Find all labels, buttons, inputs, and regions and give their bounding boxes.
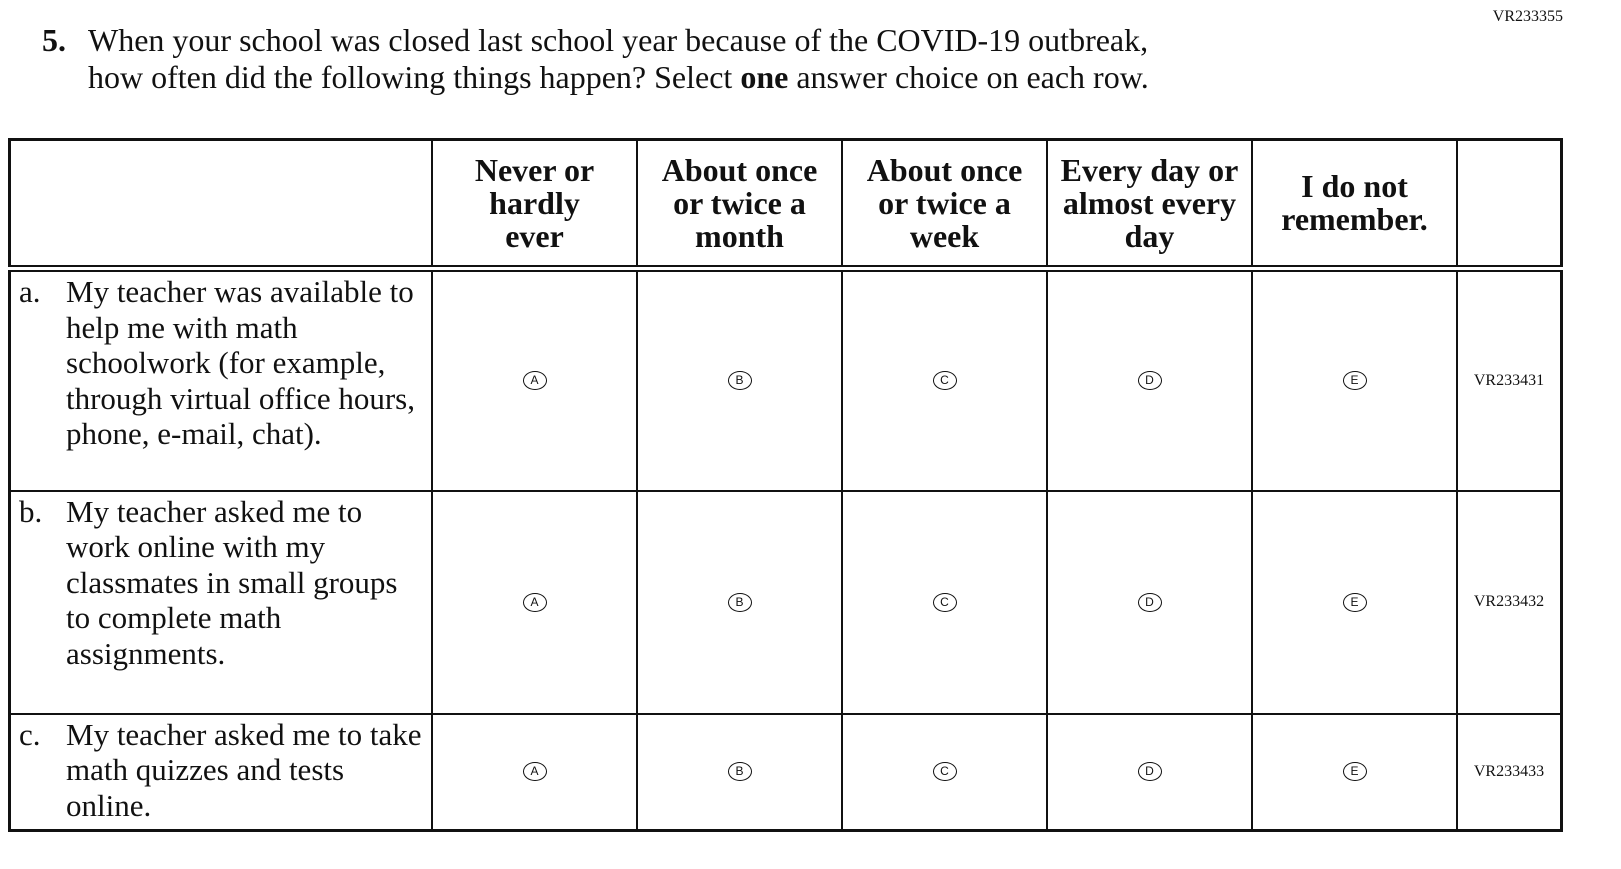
option-cell: C bbox=[841, 267, 1048, 492]
stem-wrap: b. My teacher asked me to work online wit… bbox=[19, 494, 427, 672]
answer-bubble[interactable]: D bbox=[1137, 371, 1162, 391]
answer-bubble[interactable]: C bbox=[932, 371, 957, 391]
answer-bubble[interactable]: C bbox=[932, 592, 957, 612]
item-code-cell: VR233433 bbox=[1456, 712, 1563, 832]
option-cell: B bbox=[636, 489, 843, 715]
question-text: answer choice on each row. bbox=[788, 59, 1149, 95]
answer-bubble[interactable]: B bbox=[727, 371, 752, 391]
answer-bubble[interactable]: E bbox=[1342, 371, 1367, 391]
form-code: VR233355 bbox=[1492, 8, 1563, 25]
stem-wrap: c. My teacher asked me to take math quizz… bbox=[19, 717, 427, 824]
question-emphasis: one bbox=[740, 59, 789, 95]
option-cell: A bbox=[431, 489, 638, 715]
column-header-text: About once or twice a week bbox=[866, 151, 1023, 254]
answer-bubble[interactable]: D bbox=[1137, 762, 1162, 782]
column-header-text: About once or twice a month bbox=[661, 151, 818, 254]
item-text: My teacher asked me to take math quizzes… bbox=[66, 716, 422, 823]
item-row: c. My teacher asked me to take math quizz… bbox=[8, 712, 1563, 832]
item-stem: c. My teacher asked me to take math quizz… bbox=[8, 712, 433, 832]
answer-bubble[interactable]: A bbox=[522, 592, 547, 612]
option-cell: D bbox=[1046, 489, 1253, 715]
question-text: how often did the following things happe… bbox=[88, 59, 741, 95]
option-cell: E bbox=[1251, 489, 1458, 715]
stem-wrap: a. My teacher was available to help me wi… bbox=[19, 274, 427, 452]
option-cell: A bbox=[431, 712, 638, 832]
item-code: VR233432 bbox=[1473, 593, 1545, 610]
item-code: VR233433 bbox=[1473, 762, 1545, 780]
question-line: 5. When your school was closed last schoo… bbox=[42, 22, 1149, 59]
answer-bubble[interactable]: A bbox=[522, 762, 547, 782]
option-cell: D bbox=[1046, 267, 1253, 492]
column-header: About once or twice a month bbox=[636, 138, 843, 272]
answer-table: Never or hardly ever About once or twice … bbox=[8, 138, 1563, 832]
option-cell: E bbox=[1251, 712, 1458, 832]
answer-bubble[interactable]: B bbox=[727, 592, 752, 612]
answer-bubble[interactable]: C bbox=[932, 762, 957, 782]
item-text: My teacher asked me to work online with … bbox=[66, 493, 398, 671]
item-row: a. My teacher was available to help me wi… bbox=[8, 267, 1563, 492]
option-cell: B bbox=[636, 712, 843, 832]
answer-bubble[interactable]: E bbox=[1342, 592, 1367, 612]
option-cell: E bbox=[1251, 267, 1458, 492]
column-header-text: I do not remember. bbox=[1281, 168, 1428, 237]
question-number: 5. bbox=[42, 22, 66, 58]
column-header: About once or twice a week bbox=[841, 138, 1048, 272]
header-cell bbox=[8, 138, 433, 272]
column-header-text: Never or hardly ever bbox=[474, 151, 595, 254]
column-header-text: Every day or almost every day bbox=[1060, 151, 1239, 254]
question-text: When your school was closed last school … bbox=[88, 22, 1149, 58]
answer-bubble[interactable]: D bbox=[1137, 592, 1162, 612]
item-letter: a. bbox=[19, 274, 41, 309]
question-line: how often did the following things happe… bbox=[42, 59, 1149, 96]
option-cell: A bbox=[431, 267, 638, 492]
answer-bubble[interactable]: E bbox=[1342, 762, 1367, 782]
answer-bubble[interactable]: B bbox=[727, 762, 752, 782]
header-row: Never or hardly ever About once or twice … bbox=[8, 138, 1563, 272]
option-cell: C bbox=[841, 489, 1048, 715]
item-stem: b. My teacher asked me to work online wit… bbox=[8, 489, 433, 715]
column-header: I do not remember. bbox=[1251, 138, 1458, 272]
item-code-cell: VR233432 bbox=[1456, 489, 1563, 715]
option-cell: D bbox=[1046, 712, 1253, 832]
item-code-cell: VR233431 bbox=[1456, 267, 1563, 492]
item-letter: b. bbox=[19, 493, 43, 529]
header-cell bbox=[1456, 138, 1563, 272]
question: 5. When your school was closed last schoo… bbox=[42, 22, 1149, 96]
column-header: Never or hardly ever bbox=[431, 138, 638, 272]
item-letter: c. bbox=[19, 716, 41, 752]
item-stem: a. My teacher was available to help me wi… bbox=[8, 267, 433, 492]
item-row: b. My teacher asked me to work online wit… bbox=[8, 489, 1563, 715]
option-cell: B bbox=[636, 267, 843, 492]
item-text: My teacher was available to help me with… bbox=[66, 274, 415, 451]
option-cell: C bbox=[841, 712, 1048, 832]
column-header: Every day or almost every day bbox=[1046, 138, 1253, 272]
item-code: VR233431 bbox=[1473, 371, 1545, 389]
answer-bubble[interactable]: A bbox=[522, 371, 547, 391]
